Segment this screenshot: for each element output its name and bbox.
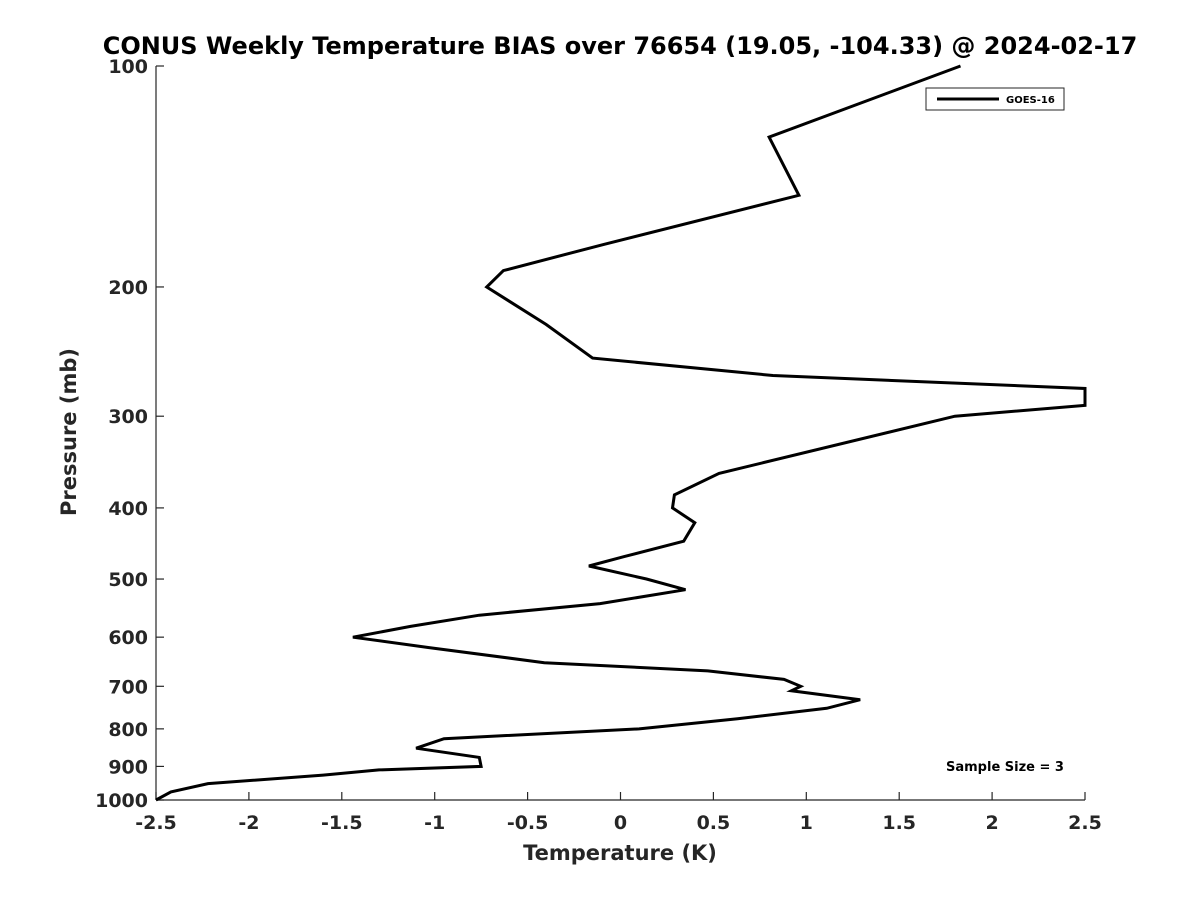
x-tick-label: -2.5 <box>135 812 177 834</box>
x-tick-label: 2.5 <box>1068 812 1102 834</box>
plot-area: -2.5 -2 -1.5 -1 -0.5 0 0.5 1 1.5 2 2.5 100 200 300 40… <box>95 56 1102 834</box>
y-tick-label: 400 <box>108 498 148 520</box>
chart-title: CONUS Weekly Temperature BIAS over 76654… <box>103 32 1138 60</box>
x-tick-label: 0.5 <box>697 812 731 834</box>
x-tick-label: 2 <box>985 812 998 834</box>
y-tick-label: 200 <box>108 277 148 299</box>
legend-label-goes-16: GOES-16 <box>1006 95 1055 106</box>
x-tick-label: 1.5 <box>882 812 916 834</box>
y-axis-ticks: 100 200 300 400 500 600 700 800 900 1000 <box>95 56 164 812</box>
y-tick-label: 700 <box>108 676 148 698</box>
y-tick-label: 300 <box>108 406 148 428</box>
x-axis-ticks: -2.5 -2 -1.5 -1 -0.5 0 0.5 1 1.5 2 2.5 <box>135 792 1102 834</box>
y-tick-label: 900 <box>108 756 148 778</box>
x-tick-label: -2 <box>238 812 259 834</box>
series-line-0 <box>155 64 1087 802</box>
x-tick-label: 0 <box>614 812 627 834</box>
sample-size-annotation: Sample Size = 3 <box>946 760 1064 775</box>
y-tick-label: 800 <box>108 719 148 741</box>
x-tick-label: -0.5 <box>507 812 549 834</box>
x-tick-label: 1 <box>800 812 813 834</box>
x-tick-label: -1 <box>424 812 445 834</box>
y-axis-label: Pressure (mb) <box>57 348 81 516</box>
x-axis-label: Temperature (K) <box>523 841 717 865</box>
x-tick-label: -1.5 <box>321 812 363 834</box>
y-tick-label: 100 <box>108 56 148 78</box>
y-tick-label: 1000 <box>95 790 148 812</box>
y-tick-label: 600 <box>108 627 148 649</box>
y-tick-label: 500 <box>108 569 148 591</box>
series-layer <box>155 64 1087 802</box>
legend: GOES-16 <box>925 87 1065 111</box>
